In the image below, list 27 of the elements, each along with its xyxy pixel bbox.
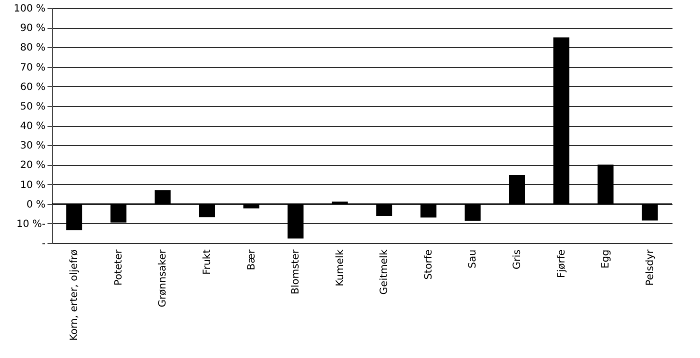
x-tick-label: Korn, erter, oljefrø: [69, 250, 80, 341]
y-tick-label: 90 %: [20, 23, 46, 34]
y-tick-label: -: [42, 238, 46, 250]
y-tick-label: 40 %: [20, 121, 46, 132]
y-tick-label: 10 %: [20, 180, 46, 191]
y-tick-label: 70 %: [20, 62, 46, 74]
y-tick-label: 30 %: [20, 140, 46, 152]
y-tick-label: 80 %: [20, 42, 46, 54]
x-tick-label: Grønnsaker: [158, 248, 169, 308]
x-tick-label: Poteter: [113, 248, 124, 286]
x-tick-label: Storfe: [423, 250, 434, 280]
y-tick-label: 100 %: [14, 4, 46, 14]
x-tick-label: Gris: [512, 250, 523, 270]
y-tick-label: 50 %: [20, 101, 46, 112]
x-tick-label: Egg: [600, 250, 612, 269]
x-tick-label: Pelsdyr: [644, 248, 656, 286]
x-tick-label: Blomster: [290, 248, 302, 294]
y-tick-label: 10 %-: [16, 218, 46, 230]
x-tick-label: Fjørfe: [556, 250, 568, 278]
x-tick-label: Kumelk: [334, 249, 346, 286]
y-tick-label: 0 %: [26, 199, 46, 210]
y-tick-label: 20 %: [20, 160, 46, 172]
x-tick-label: Sau: [468, 250, 479, 268]
x-tick-label: Frukt: [202, 249, 213, 275]
x-tick-label: Bær: [246, 248, 258, 270]
x-tick-label: Geitmelk: [379, 249, 390, 295]
y-tick-label: 60 %: [20, 82, 46, 93]
